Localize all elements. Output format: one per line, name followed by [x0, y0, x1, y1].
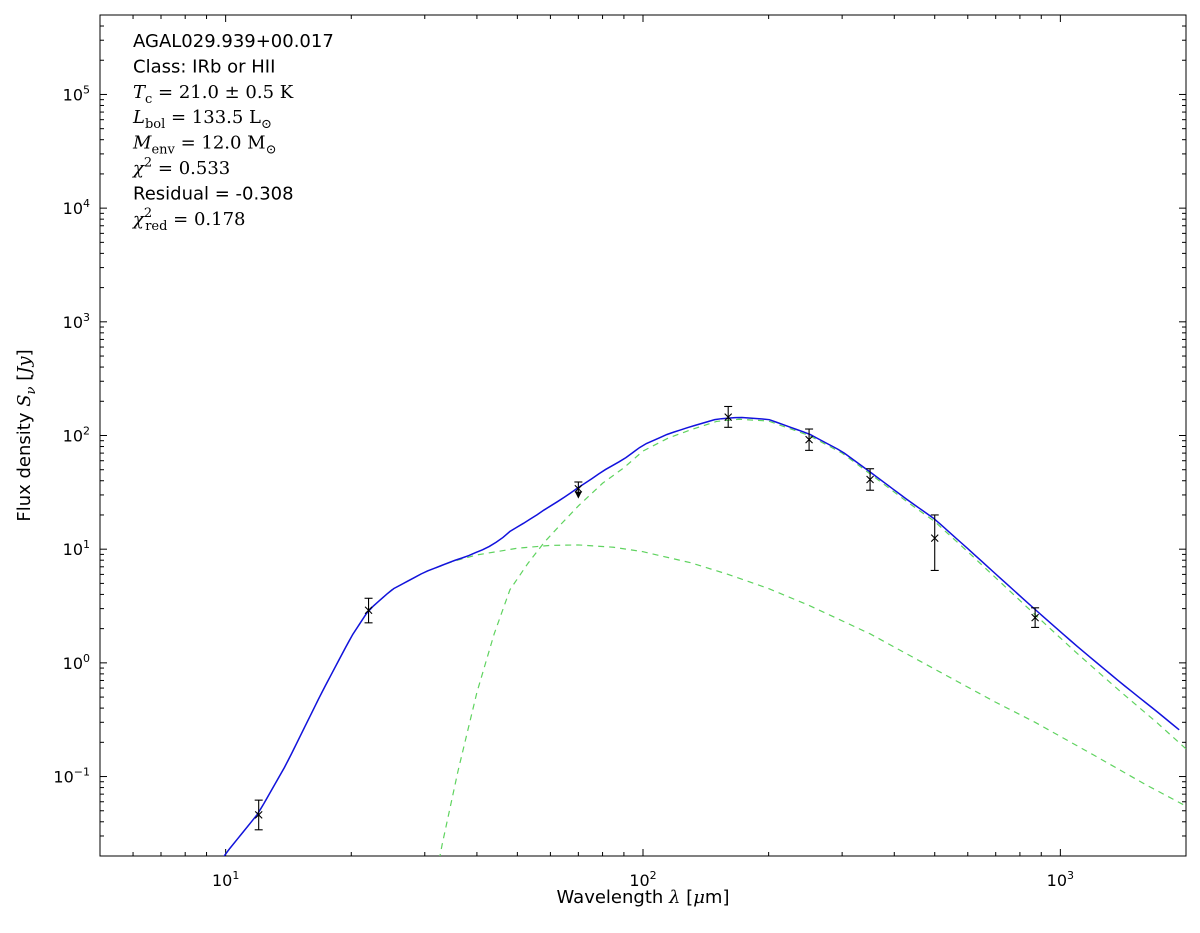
data-point [364, 597, 373, 624]
data-point [866, 468, 875, 491]
data-point [574, 481, 583, 499]
y-tick-label: 102 [63, 425, 90, 446]
y-tick-label: 101 [63, 538, 90, 559]
data-point [724, 405, 733, 428]
annotation-line-7: Residual = -0.308 [133, 183, 294, 204]
x-tick-label: 103 [1047, 869, 1074, 890]
y-axis-label: Flux density Sν [Jy] [14, 349, 39, 521]
annotation-line-4: Lbol = 133.5 L⊙ [132, 107, 272, 132]
data-point [930, 514, 939, 571]
data-point [254, 799, 263, 831]
data-points [254, 405, 1040, 831]
total-model-line [223, 416, 1180, 856]
x-axis-label: Wavelength λ [μm] [557, 887, 730, 908]
axis-ticks [99, 14, 1187, 857]
annotation-line-6: χ2 = 0.533 [131, 155, 230, 179]
plot-frame [99, 14, 1187, 857]
x-tick-label: 101 [212, 869, 239, 890]
annotation-block: AGAL029.939+00.017 Class: IRb or HII Tc = … [131, 31, 334, 234]
y-tick-label: 103 [63, 311, 90, 332]
annotation-line-8: χ2 red = 0.178 [131, 206, 246, 234]
data-point [1031, 607, 1040, 628]
annotation-line-5: Menv = 12.0 M⊙ [132, 133, 277, 158]
y-tick-label: 104 [63, 197, 90, 218]
cold-component-line [439, 418, 1186, 856]
y-tick-label: 10−1 [53, 766, 90, 787]
y-tick-label: 100 [63, 652, 90, 673]
data-point [805, 428, 814, 451]
model-curves [223, 416, 1186, 856]
y-tick-label: 105 [63, 83, 90, 104]
annotation-line-1: AGAL029.939+00.017 [133, 31, 334, 52]
annotation-line-2: Class: IRb or HII [133, 56, 275, 77]
y-axis-label-group: Flux density Sν [Jy] [14, 349, 39, 521]
x-tick-label: 102 [629, 869, 656, 890]
annotation-line-3: Tc = 21.0 ± 0.5 K [133, 82, 294, 107]
